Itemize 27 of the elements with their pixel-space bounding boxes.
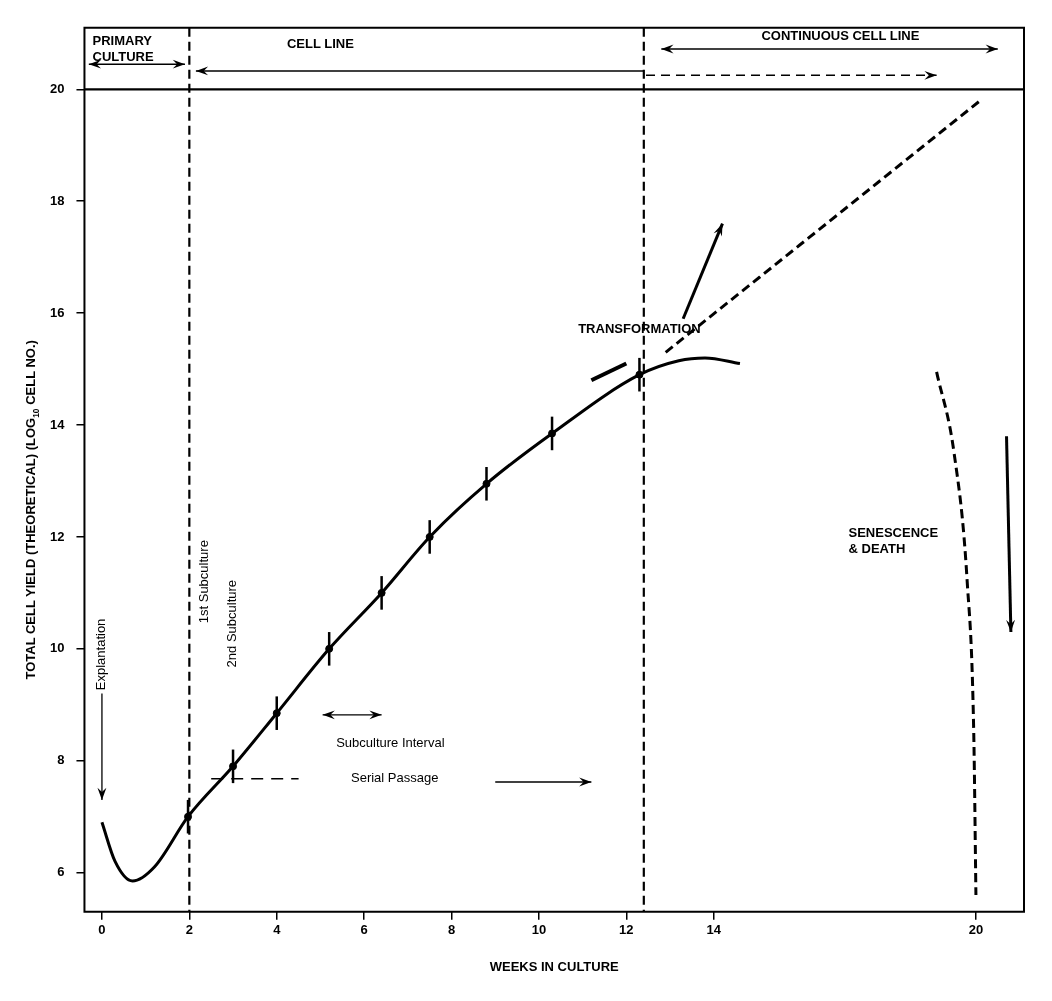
annotation: Explantation <box>93 618 109 691</box>
annotation: 1st Subculture <box>196 540 212 624</box>
y-tick-label: 20 <box>49 80 65 96</box>
x-axis-title: WEEKS IN CULTURE <box>489 958 620 974</box>
y-tick-label: 18 <box>49 192 65 208</box>
x-tick-label: 20 <box>968 922 984 938</box>
x-tick-label: 10 <box>531 922 547 938</box>
x-tick-label: 2 <box>185 922 193 938</box>
y-tick-label: 8 <box>57 752 65 768</box>
annotation: CELL LINE <box>286 36 355 52</box>
annotation: 2nd Subculture <box>224 579 240 668</box>
x-tick-label: 6 <box>360 922 368 938</box>
annotation: PRIMARY CULTURE <box>92 32 154 64</box>
annotation: Serial Passage <box>351 770 439 786</box>
x-tick-label: 0 <box>98 922 106 938</box>
y-tick-label: 14 <box>49 416 66 432</box>
annotation: SENESCENCE & DEATH <box>848 524 939 556</box>
annotation: Subculture Interval <box>336 735 445 751</box>
x-tick-label: 14 <box>706 922 722 938</box>
y-tick-label: 10 <box>49 640 65 656</box>
x-tick-label: 12 <box>619 922 634 938</box>
x-tick-label: 4 <box>273 922 282 938</box>
y-tick-label: 12 <box>49 528 65 544</box>
y-tick-label: 6 <box>57 864 65 880</box>
annotation: CONTINUOUS CELL LINE <box>761 27 920 43</box>
x-tick-label: 8 <box>447 922 456 938</box>
y-tick-label: 16 <box>49 304 65 320</box>
